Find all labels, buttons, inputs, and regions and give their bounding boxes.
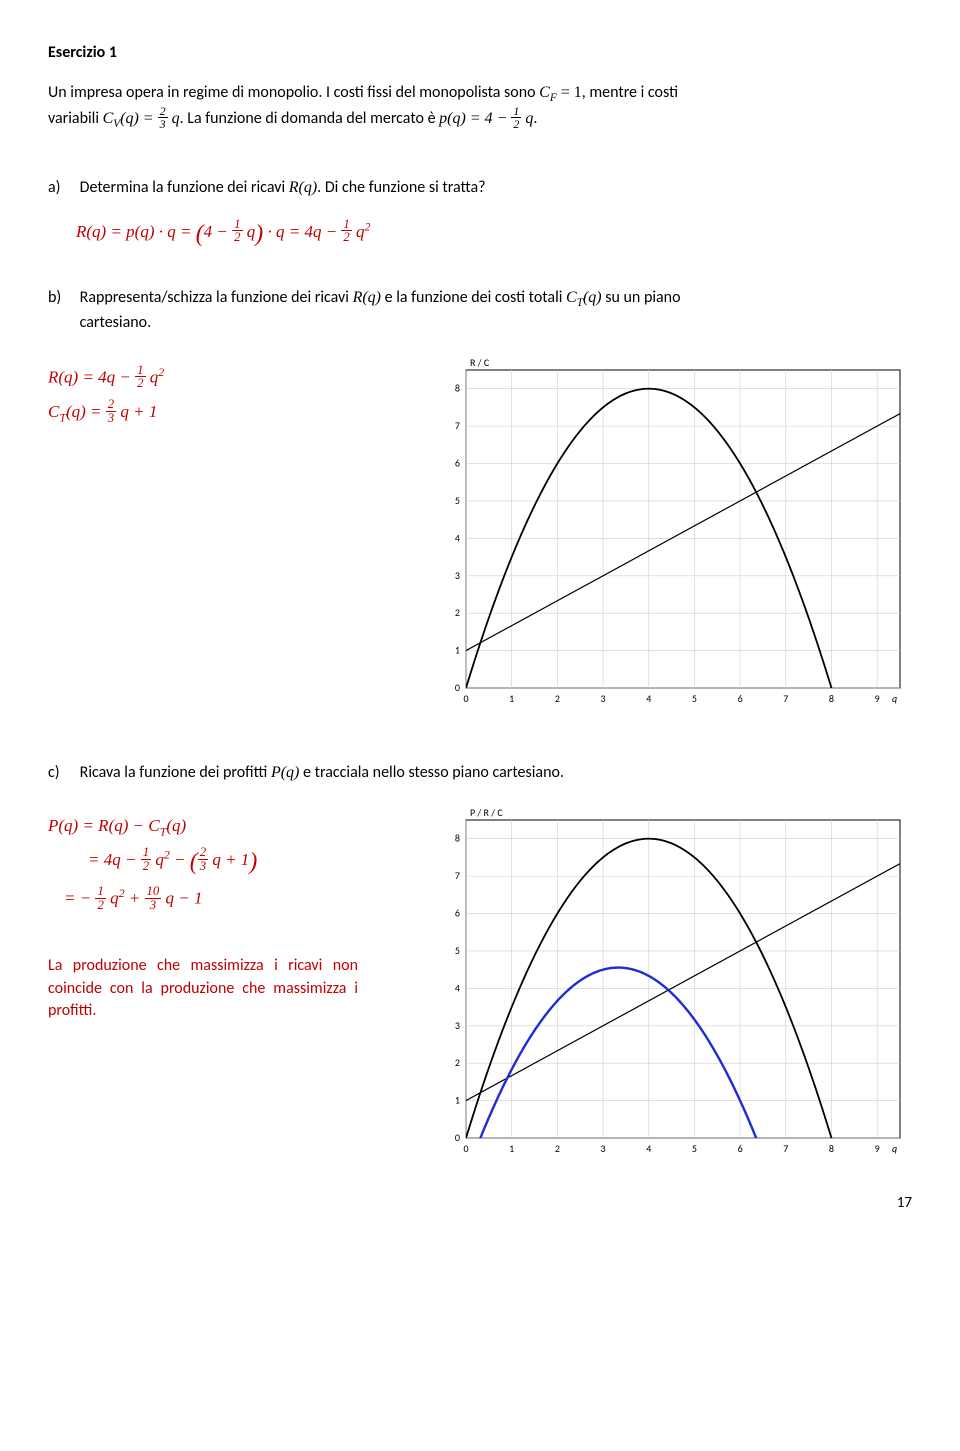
svg-text:1: 1: [455, 1094, 460, 1107]
svg-text:9: 9: [875, 692, 880, 705]
section-a-text2: . Di che funzione si tratta?: [317, 178, 485, 197]
svg-text:1: 1: [509, 1142, 514, 1155]
svg-text:7: 7: [455, 869, 460, 882]
section-b-text3: su un piano: [602, 288, 681, 307]
rq-b: R(q): [353, 289, 381, 306]
pq-expr: p(q) = 4 − 12 q: [439, 110, 533, 127]
svg-text:2: 2: [455, 606, 460, 619]
section-c-footer: La produzione che massimizza i ricavi no…: [48, 955, 358, 1022]
section-a-text1: Determina la funzione dei ricavi: [80, 178, 289, 197]
svg-text:6: 6: [455, 457, 460, 470]
ct-b: CT(q): [566, 289, 602, 306]
intro-text-1: Un impresa opera in regime di monopolio.…: [48, 83, 539, 102]
svg-text:6: 6: [738, 692, 743, 705]
intro-text-2a: variabili: [48, 109, 103, 128]
svg-text:6: 6: [455, 907, 460, 920]
svg-text:3: 3: [601, 1142, 606, 1155]
chart-2: 0 1 2 3 4 5 6 7 8 9 0 1 2 3 4 5 6 7 8 q P / R / C: [408, 802, 912, 1169]
section-c: c) Ricava la funzione dei profitti P(q) …: [48, 762, 912, 784]
exercise-title: Esercizio 1: [48, 42, 912, 64]
cv-expr: CV(q) = 23 q: [103, 110, 180, 127]
intro-text-2b: . La funzione di domanda del mercato è: [180, 109, 440, 128]
svg-text:0: 0: [455, 1131, 460, 1144]
svg-text:6: 6: [738, 1142, 743, 1155]
section-c-math: P(q) = R(q) − CT(q) = 4q − 12 q2 − (23 q…: [48, 814, 408, 913]
section-b-text2: e la funzione dei costi totali: [381, 288, 566, 307]
svg-text:3: 3: [601, 692, 606, 705]
svg-text:4: 4: [646, 692, 651, 705]
section-a-math: R(q) = p(q) · q = (4 − 12 q) · q = 4q − …: [76, 218, 912, 251]
svg-text:3: 3: [455, 1019, 460, 1032]
svg-text:5: 5: [455, 944, 460, 957]
section-c-label: c): [48, 762, 76, 784]
svg-text:0: 0: [455, 681, 460, 694]
section-c-text1: Ricava la funzione dei profitti: [80, 763, 271, 782]
cf-symbol: CF = 1: [539, 84, 582, 101]
svg-text:1: 1: [509, 692, 514, 705]
svg-text:q: q: [892, 1142, 897, 1155]
svg-text:8: 8: [455, 832, 460, 845]
svg-text:0: 0: [463, 1142, 468, 1155]
svg-text:7: 7: [783, 692, 788, 705]
section-b-text4: cartesiano.: [80, 313, 152, 332]
section-b-row: R(q) = 4q − 12 q2 CT(q) = 23 q + 1 0 1 2 3 4…: [48, 352, 912, 719]
section-c-text2: e tracciala nello stesso piano cartesian…: [299, 763, 564, 782]
svg-text:P / R / C: P / R / C: [470, 806, 503, 819]
intro-text-2c: .: [533, 109, 537, 128]
svg-text:0: 0: [463, 692, 468, 705]
svg-text:2: 2: [455, 1056, 460, 1069]
svg-text:7: 7: [455, 419, 460, 432]
svg-text:7: 7: [783, 1142, 788, 1155]
section-c-row: P(q) = R(q) − CT(q) = 4q − 12 q2 − (23 q…: [48, 802, 912, 1169]
svg-text:8: 8: [455, 382, 460, 395]
svg-text:4: 4: [646, 1142, 651, 1155]
svg-text:5: 5: [692, 1142, 697, 1155]
svg-text:8: 8: [829, 1142, 834, 1155]
intro-text-1b: , mentre i costi: [582, 83, 678, 102]
svg-text:2: 2: [555, 1142, 560, 1155]
section-b-text1: Rappresenta/schizza la funzione dei rica…: [80, 288, 353, 307]
section-a: a) Determina la funzione dei ricavi R(q)…: [48, 177, 912, 199]
svg-text:8: 8: [829, 692, 834, 705]
section-a-label: a): [48, 177, 76, 199]
svg-text:4: 4: [455, 532, 460, 545]
chart-1: 0 1 2 3 4 5 6 7 8 9 0 1 2 3 4 5 6 7 8 q R / C: [408, 352, 912, 719]
section-b-label: b): [48, 287, 76, 309]
svg-text:5: 5: [692, 692, 697, 705]
rq-inline: R(q): [289, 179, 317, 196]
svg-text:q: q: [892, 692, 897, 705]
svg-text:1: 1: [455, 644, 460, 657]
pq-c: P(q): [271, 764, 299, 781]
svg-text:R / C: R / C: [470, 356, 490, 369]
section-b-math2: CT(q) = 23 q + 1: [48, 400, 408, 427]
svg-text:9: 9: [875, 1142, 880, 1155]
svg-text:2: 2: [555, 692, 560, 705]
svg-text:3: 3: [455, 569, 460, 582]
svg-text:5: 5: [455, 494, 460, 507]
svg-text:4: 4: [455, 981, 460, 994]
section-b: b) Rappresenta/schizza la funzione dei r…: [48, 287, 912, 334]
page-number: 17: [48, 1193, 912, 1214]
intro-paragraph: Un impresa opera in regime di monopolio.…: [48, 82, 912, 133]
section-b-math1: R(q) = 4q − 12 q2: [48, 364, 408, 392]
